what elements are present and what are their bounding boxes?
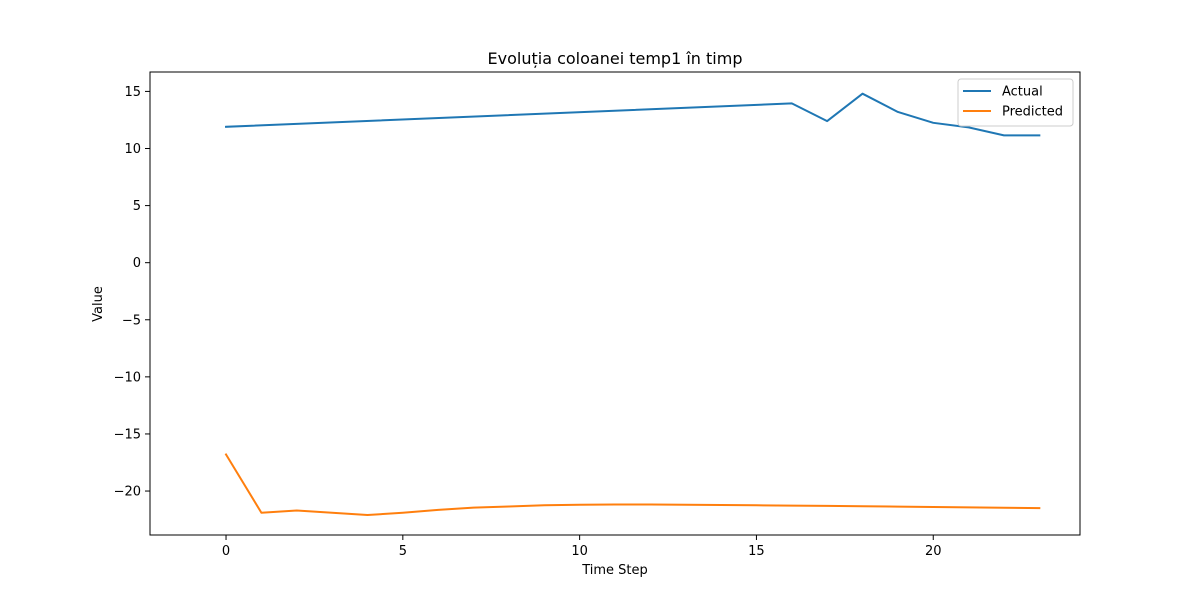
- legend: Actual Predicted: [957, 78, 1074, 127]
- x-tick-label: 15: [748, 544, 765, 559]
- series-line-actual: [224, 92, 1041, 137]
- x-tick-label: 20: [925, 544, 942, 559]
- x-tick-label: 5: [399, 544, 407, 559]
- series-line-predicted: [224, 453, 1041, 517]
- legend-label-actual: Actual: [1002, 85, 1043, 100]
- y-tick-label: 15: [124, 85, 141, 100]
- y-axis-label: Value: [91, 286, 106, 322]
- plot-frame: [149, 71, 1081, 536]
- x-axis-label: Time Step: [581, 563, 648, 578]
- chart-title: Evoluția coloanei temp1 în timp: [488, 49, 743, 68]
- plot-area: 0 5 10 15 20 15 10 5 0 −5 −10 −15 −20 Actual Predicted: [114, 71, 1081, 559]
- y-tick-label: −15: [114, 427, 141, 442]
- x-tick-label: 10: [571, 544, 588, 559]
- y-tick-label: 10: [124, 142, 141, 157]
- y-tick-label: −5: [122, 313, 141, 328]
- x-tick-label: 0: [222, 544, 230, 559]
- y-tick-label: 5: [133, 199, 141, 214]
- y-tick-label: −10: [114, 370, 141, 385]
- legend-label-predicted: Predicted: [1002, 105, 1063, 120]
- y-tick-label: 0: [133, 256, 141, 271]
- y-tick-label: −20: [114, 485, 141, 500]
